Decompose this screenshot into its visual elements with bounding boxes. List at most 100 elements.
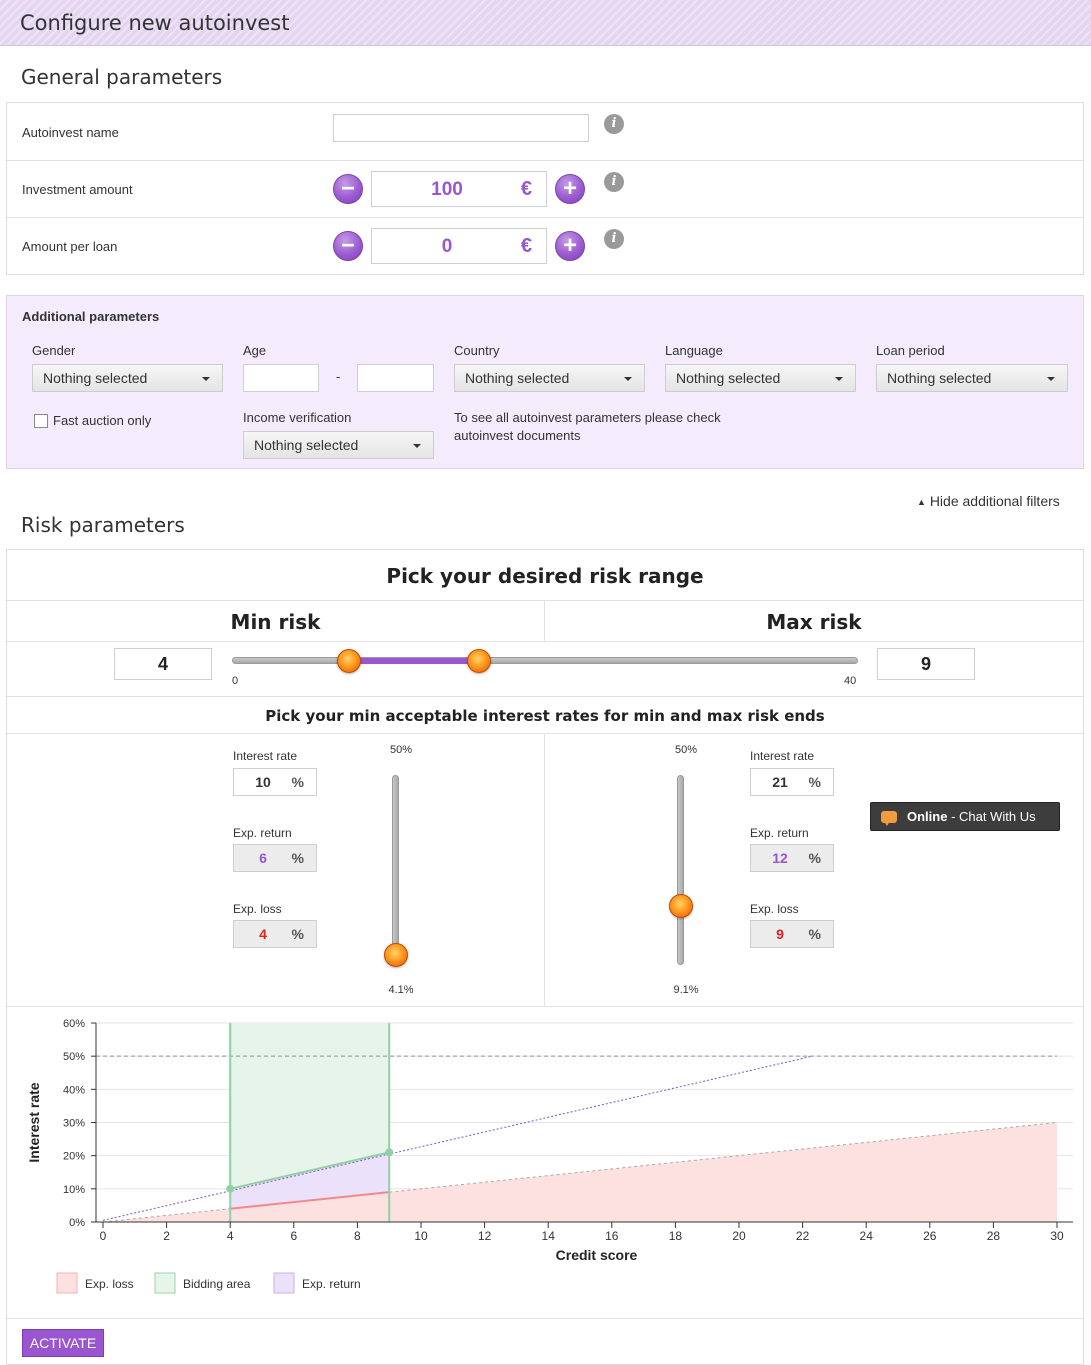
right-exp-return-field: 12 % [750, 844, 834, 872]
language-label: Language [665, 343, 723, 358]
investment-amount-field[interactable]: 100 € [371, 171, 547, 207]
x-tick-label: 14 [542, 1229, 556, 1243]
right-slider-bottom-label: 9.1% [673, 984, 699, 996]
info-icon[interactable]: i [604, 229, 624, 249]
info-icon[interactable]: i [604, 172, 624, 192]
additional-parameters-panel: Additional parameters Gender Nothing sel… [6, 295, 1084, 469]
x-tick-label: 12 [478, 1229, 492, 1243]
language-select[interactable]: Nothing selected [665, 364, 856, 392]
max-risk-input[interactable]: 9 [877, 648, 975, 680]
info-icon[interactable]: i [604, 114, 624, 134]
percent-sign: % [808, 774, 821, 790]
left-exp-return-label: Exp. return [233, 826, 292, 840]
x-tick-label: 18 [669, 1229, 683, 1243]
fast-auction-checkbox[interactable] [34, 414, 48, 428]
row-divider [7, 217, 1083, 218]
loan-period-label: Loan period [876, 343, 945, 358]
row-divider [7, 733, 1083, 734]
chat-text: - Chat With Us [947, 809, 1036, 824]
caret-down-icon [835, 377, 843, 381]
age-from-input[interactable] [243, 364, 319, 392]
exp-loss-line [230, 1191, 390, 1210]
gender-select[interactable]: Nothing selected [32, 364, 223, 392]
chat-bubble-tail-icon [884, 821, 890, 826]
left-slider-top-label: 50% [389, 744, 413, 756]
right-interest-slider-handle[interactable] [669, 893, 693, 918]
legend-swatch [56, 1272, 78, 1294]
row-divider [7, 696, 1083, 697]
min-risk-handle[interactable] [336, 649, 361, 673]
x-tick-label: 22 [796, 1229, 810, 1243]
x-tick-label: 8 [354, 1229, 361, 1243]
column-divider [544, 600, 545, 641]
x-tick-label: 28 [987, 1229, 1001, 1243]
income-verification-select[interactable]: Nothing selected [243, 431, 434, 459]
right-exp-loss-label: Exp. loss [750, 902, 799, 916]
chat-with-us-button[interactable]: Online - Chat With Us [870, 802, 1060, 831]
right-interest-rate-label: Interest rate [750, 749, 815, 763]
amount-per-loan-plus-button[interactable]: + [555, 231, 585, 261]
caret-down-icon [1047, 377, 1055, 381]
investment-plus-button[interactable]: + [555, 174, 585, 204]
age-to-input[interactable] [357, 364, 434, 392]
title-bar: Configure new autoinvest [0, 0, 1091, 46]
currency-symbol: € [520, 235, 532, 257]
pick-interest-rates-title: Pick your min acceptable interest rates … [265, 707, 825, 725]
language-select-value: Nothing selected [676, 370, 781, 386]
right-interest-rate-input[interactable]: 21 % [750, 768, 834, 796]
column-divider [544, 733, 545, 1006]
loan-period-select[interactable]: Nothing selected [876, 364, 1068, 392]
right-interest-rate-value: 21 [772, 774, 788, 790]
income-verification-label: Income verification [243, 410, 352, 425]
interest-point [226, 1184, 235, 1193]
left-exp-loss-field: 4 % [233, 920, 317, 948]
additional-parameters-heading: Additional parameters [22, 309, 160, 324]
left-interest-slider-handle[interactable] [384, 943, 408, 967]
left-interest-slider-track[interactable] [392, 775, 399, 965]
left-interest-rate-value: 10 [255, 774, 271, 790]
percent-sign: % [808, 926, 821, 942]
left-exp-return-value: 6 [259, 850, 267, 866]
chat-online-status: Online [907, 809, 948, 824]
caret-down-icon [202, 377, 210, 381]
investment-minus-button[interactable]: − [333, 174, 363, 204]
chart-axes: 0%10%20%30%40%50%60%0 2 4 6 8 10 12 14 16 18 20 22 2… [26, 1018, 1073, 1263]
y-tick-label: 50% [63, 1051, 85, 1063]
hide-additional-filters-link[interactable]: ▲ Hide additional filters [917, 493, 1060, 509]
caret-down-icon [413, 444, 421, 448]
percent-sign: % [291, 850, 304, 866]
loan-period-select-value: Nothing selected [887, 370, 992, 386]
gender-label: Gender [32, 343, 76, 358]
chat-bubble-icon [881, 811, 897, 823]
left-interest-rate-input[interactable]: 10 % [233, 768, 317, 796]
loss-trend-line [102, 1122, 1058, 1223]
x-tick-label: 30 [1050, 1229, 1064, 1243]
left-slider-bottom-label: 4.1% [388, 984, 414, 996]
interest-point [385, 1148, 394, 1157]
x-tick-label: 20 [732, 1229, 746, 1243]
right-interest-slider-track[interactable] [677, 775, 684, 965]
chart-lines [96, 1023, 1058, 1223]
y-tick-label: 60% [63, 1018, 85, 1030]
row-divider [7, 160, 1083, 161]
activate-button[interactable]: ACTIVATE [22, 1329, 104, 1357]
max-risk-handle[interactable] [466, 649, 491, 673]
y-axis-label: Interest rate [26, 1082, 42, 1162]
documents-note-line2: autoinvest documents [454, 428, 581, 443]
chat-label: Online - Chat With Us [907, 809, 1036, 824]
autoinvest-name-input[interactable] [333, 114, 589, 142]
y-tick-label: 0% [69, 1217, 85, 1229]
legend-label: Exp. loss [85, 1277, 134, 1291]
country-label: Country [454, 343, 500, 358]
x-axis-label: Credit score [556, 1247, 638, 1263]
country-select[interactable]: Nothing selected [454, 364, 645, 392]
risk-range-slider[interactable] [232, 649, 858, 675]
documents-note-line1: To see all autoinvest parameters please … [454, 410, 721, 425]
amount-per-loan-minus-button[interactable]: − [333, 231, 363, 261]
max-risk-title: Max risk [766, 610, 862, 634]
x-tick-label: 26 [923, 1229, 937, 1243]
legend-label: Exp. return [302, 1277, 361, 1291]
amount-per-loan-field[interactable]: 0 € [371, 228, 547, 264]
min-risk-input[interactable]: 4 [114, 648, 212, 680]
row-divider [7, 1318, 1083, 1319]
